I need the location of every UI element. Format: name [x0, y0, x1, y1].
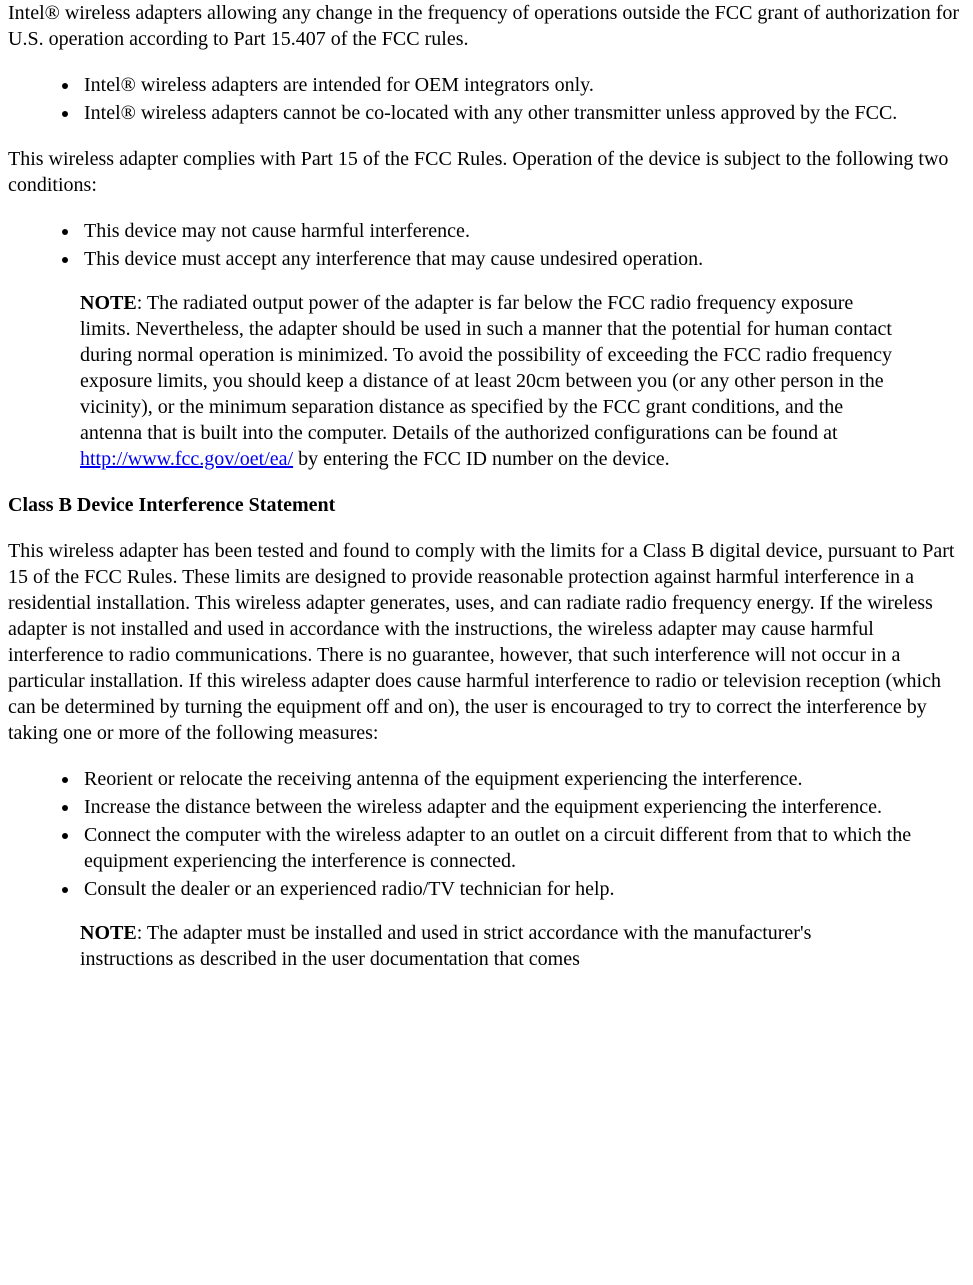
- list-item: Consult the dealer or an experienced rad…: [80, 876, 965, 902]
- intro-paragraph: Intel® wireless adapters allowing any ch…: [8, 0, 965, 52]
- note-block-1: NOTE: The radiated output power of the a…: [80, 290, 905, 472]
- list-item: This device may not cause harmful interf…: [80, 218, 965, 244]
- note-label: NOTE: [80, 292, 137, 314]
- list-item: Intel® wireless adapters are intended fo…: [80, 72, 965, 98]
- list-item: Connect the computer with the wireless a…: [80, 822, 965, 874]
- note-label: NOTE: [80, 922, 137, 944]
- oem-list: Intel® wireless adapters are intended fo…: [56, 72, 965, 126]
- note-text: : The adapter must be installed and used…: [80, 922, 811, 970]
- note-text-after: by entering the FCC ID number on the dev…: [293, 448, 670, 470]
- list-item: Intel® wireless adapters cannot be co-lo…: [80, 100, 965, 126]
- note-text-before: : The radiated output power of the adapt…: [80, 292, 892, 444]
- note-block-2: NOTE: The adapter must be installed and …: [80, 920, 905, 972]
- compliance-paragraph: This wireless adapter complies with Part…: [8, 146, 965, 198]
- classb-heading: Class B Device Interference Statement: [8, 492, 965, 518]
- classb-paragraph: This wireless adapter has been tested an…: [8, 538, 965, 746]
- list-item: Increase the distance between the wirele…: [80, 794, 965, 820]
- list-item: This device must accept any interference…: [80, 246, 965, 272]
- conditions-list: This device may not cause harmful interf…: [56, 218, 965, 272]
- list-item: Reorient or relocate the receiving anten…: [80, 766, 965, 792]
- measures-list: Reorient or relocate the receiving anten…: [56, 766, 965, 902]
- fcc-link[interactable]: http://www.fcc.gov/oet/ea/: [80, 448, 293, 470]
